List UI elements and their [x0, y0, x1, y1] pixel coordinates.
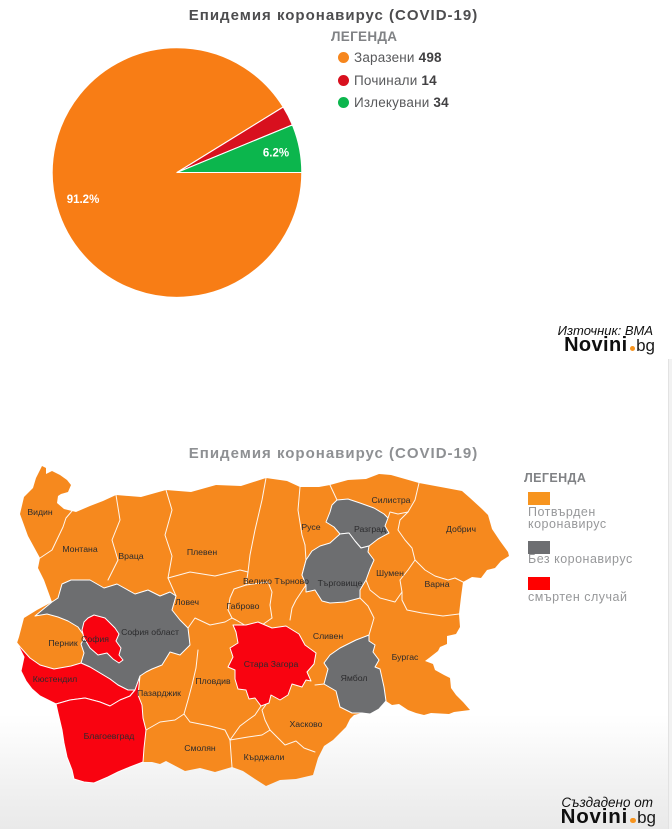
svg-text:Бургас: Бургас [392, 652, 419, 662]
svg-text:Благоевград: Благоевград [84, 731, 135, 741]
svg-text:Варна: Варна [424, 579, 449, 589]
svg-text:Хасково: Хасково [289, 719, 322, 729]
svg-text:Кюстендил: Кюстендил [33, 674, 77, 684]
svg-text:Търговище: Търговище [318, 578, 363, 588]
svg-text:Монтана: Монтана [62, 544, 97, 554]
svg-text:Ловеч: Ловеч [175, 597, 199, 607]
svg-text:Кърджали: Кърджали [244, 752, 285, 762]
svg-text:Велико Търново: Велико Търново [243, 576, 309, 586]
svg-text:Габрово: Габрово [226, 601, 259, 611]
svg-text:Враца: Враца [118, 551, 143, 561]
svg-text:Ямбол: Ямбол [341, 673, 368, 683]
svg-text:Смолян: Смолян [184, 743, 216, 753]
svg-text:91.2%: 91.2% [67, 194, 100, 206]
svg-text:Пазарджик: Пазарджик [137, 688, 181, 698]
svg-text:Силистра: Силистра [371, 495, 410, 505]
svg-text:Сливен: Сливен [313, 631, 344, 641]
svg-text:Видин: Видин [27, 507, 53, 517]
svg-text:Стара Загора: Стара Загора [244, 659, 299, 669]
svg-text:Плевен: Плевен [187, 547, 217, 557]
svg-text:Разград: Разград [354, 524, 386, 534]
svg-text:Перник: Перник [48, 638, 78, 648]
svg-text:Русе: Русе [301, 522, 320, 532]
svg-text:6.2%: 6.2% [263, 148, 289, 160]
svg-text:София област: София област [121, 627, 179, 637]
svg-text:Шумен: Шумен [376, 568, 404, 578]
svg-text:Пловдив: Пловдив [195, 676, 231, 686]
svg-text:Добрич: Добрич [446, 524, 476, 534]
svg-text:София: София [81, 634, 109, 644]
